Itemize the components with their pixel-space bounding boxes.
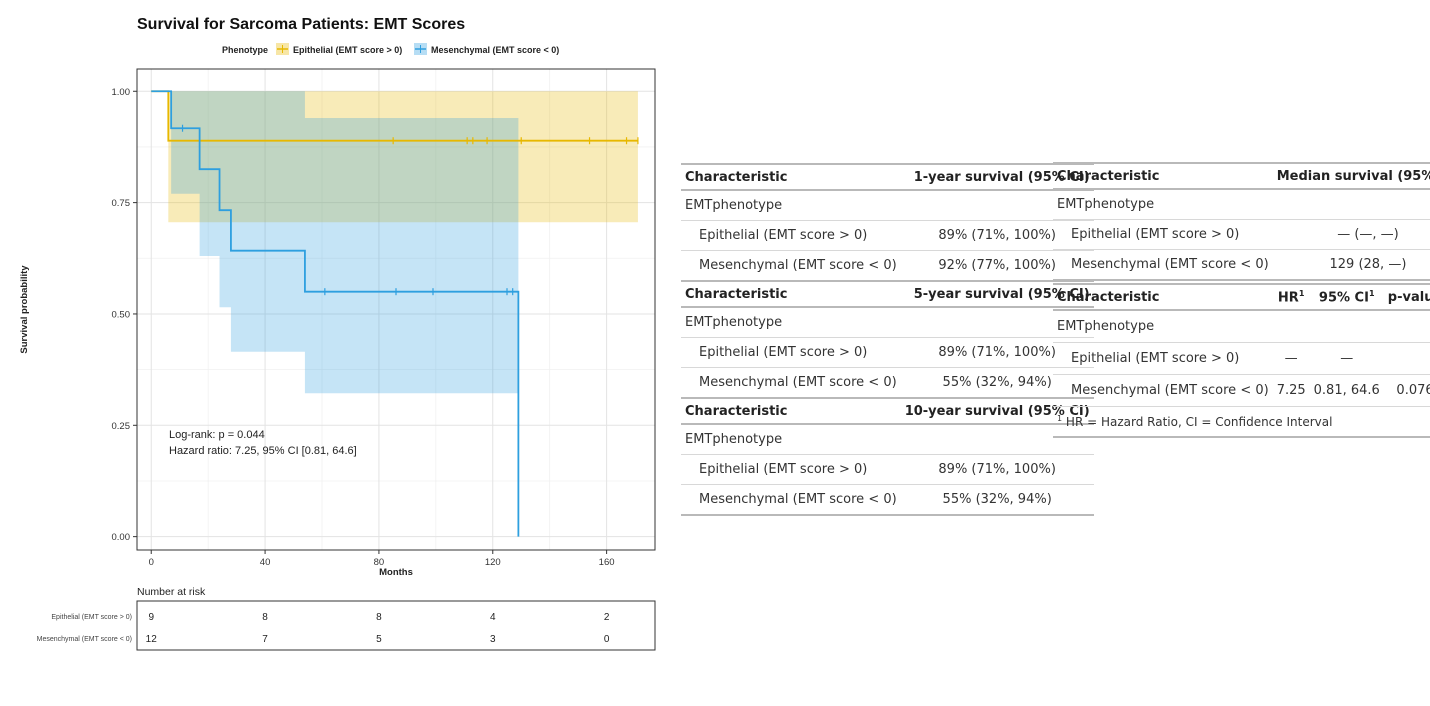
median-row-label: Epithelial (EMT score > 0)	[1053, 219, 1273, 250]
risk-table-title: Number at risk	[137, 586, 206, 598]
median-row-label: Mesenchymal (EMT score < 0)	[1053, 249, 1273, 281]
survival-header-value: 1-year survival (95% CI)	[900, 163, 1094, 191]
hr-row-p	[1383, 342, 1430, 375]
chart-title: Survival for Sarcoma Patients: EMT Score…	[137, 16, 465, 33]
risk-count: 12	[146, 634, 158, 645]
km-plot: Survival for Sarcoma Patients: EMT Score…	[19, 16, 656, 651]
risk-count: 4	[490, 612, 496, 623]
median-header-characteristic: Characteristic	[1053, 162, 1273, 190]
y-tick-label: 0.75	[112, 198, 131, 209]
median-group: EMTphenotype	[1053, 189, 1430, 220]
y-axis-label: Survival probability	[19, 265, 30, 354]
risk-count: 9	[148, 612, 154, 623]
risk-row-label: Epithelial (EMT score > 0)	[51, 614, 132, 621]
x-tick-label: 80	[374, 557, 385, 568]
risk-count: 8	[262, 612, 268, 623]
hr-row-ci: —	[1309, 342, 1384, 375]
y-tick-label: 0.00	[112, 532, 131, 543]
legend-label: Mesenchymal (EMT score < 0)	[431, 45, 559, 55]
survival-row-label: Mesenchymal (EMT score < 0)	[681, 484, 901, 516]
legend-label: Epithelial (EMT score > 0)	[293, 45, 402, 55]
ci-ribbon	[151, 91, 519, 394]
hr-header-ci: 95% CI1	[1309, 283, 1384, 311]
risk-count: 2	[604, 612, 610, 623]
risk-count: 5	[376, 634, 382, 645]
hr-footnote: 1 HR = Hazard Ratio, CI = Confidence Int…	[1053, 406, 1430, 438]
median-header-value: Median survival (95% CI)	[1272, 162, 1430, 190]
annotation-hazard-ratio: Hazard ratio: 7.25, 95% CI [0.81, 64.6]	[169, 445, 357, 457]
survival-row-value: 89% (71%, 100%)	[900, 220, 1094, 251]
survival-group: EMTphenotype	[681, 190, 1094, 221]
hr-row-ci: 0.81, 64.6	[1309, 374, 1384, 407]
x-tick-label: 0	[149, 557, 154, 568]
risk-row-label: Mesenchymal (EMT score < 0)	[37, 636, 132, 643]
hr-header-p: p-value	[1383, 283, 1430, 311]
survival-row-label: Mesenchymal (EMT score < 0)	[681, 250, 901, 282]
hr-group: EMTphenotype	[1053, 310, 1430, 343]
survival-group: EMTphenotype	[681, 424, 1094, 455]
median-row-value: 129 (28, —)	[1272, 249, 1430, 281]
x-tick-label: 120	[485, 557, 501, 568]
survival-group: EMTphenotype	[681, 307, 1094, 338]
plot-panel	[137, 69, 655, 550]
y-tick-label: 1.00	[112, 87, 131, 98]
median-table: Characteristic Median survival (95% CI) …	[1053, 162, 1430, 281]
risk-count: 8	[376, 612, 382, 623]
y-tick-label: 0.50	[112, 309, 131, 320]
survival-row-label: Mesenchymal (EMT score < 0)	[681, 367, 901, 399]
hr-header-hr: HR1	[1272, 283, 1310, 311]
risk-count: 7	[262, 634, 268, 645]
survival-table: Characteristic 1-year survival (95% CI) EM…	[681, 163, 1094, 516]
legend-title: Phenotype	[222, 45, 268, 55]
risk-count: 0	[604, 634, 610, 645]
hr-row-label: Mesenchymal (EMT score < 0)	[1053, 374, 1273, 407]
plot-frame	[136, 68, 656, 551]
x-tick-label: 40	[260, 557, 271, 568]
survival-header-characteristic: Characteristic	[681, 163, 901, 191]
x-axis-label: Months	[379, 567, 413, 578]
ci-ribbon	[151, 91, 638, 223]
annotation-logrank: Log-rank: p = 0.044	[169, 429, 265, 441]
hr-table: Characteristic HR1 95% CI1 p-value EMTph…	[1053, 283, 1430, 438]
hr-row-label: Epithelial (EMT score > 0)	[1053, 342, 1273, 375]
survival-row-label: Epithelial (EMT score > 0)	[681, 220, 901, 251]
median-row-value: — (—, —)	[1272, 219, 1430, 250]
survival-row-value: 89% (71%, 100%)	[900, 454, 1094, 485]
y-tick-label: 0.25	[112, 421, 131, 432]
hr-row-hr: —	[1272, 342, 1310, 375]
survival-row-value: 55% (32%, 94%)	[900, 484, 1094, 516]
survival-header-characteristic: Characteristic	[681, 397, 901, 425]
x-tick-label: 160	[599, 557, 615, 568]
hr-header-characteristic: Characteristic	[1053, 283, 1273, 311]
risk-count: 3	[490, 634, 496, 645]
survival-row-label: Epithelial (EMT score > 0)	[681, 337, 901, 368]
survival-header-characteristic: Characteristic	[681, 280, 901, 308]
hr-row-hr: 7.25	[1272, 374, 1310, 407]
risk-table-frame	[136, 600, 656, 651]
hr-row-p: 0.076	[1383, 374, 1430, 407]
survival-row-label: Epithelial (EMT score > 0)	[681, 454, 901, 485]
survival-curve	[151, 90, 520, 537]
